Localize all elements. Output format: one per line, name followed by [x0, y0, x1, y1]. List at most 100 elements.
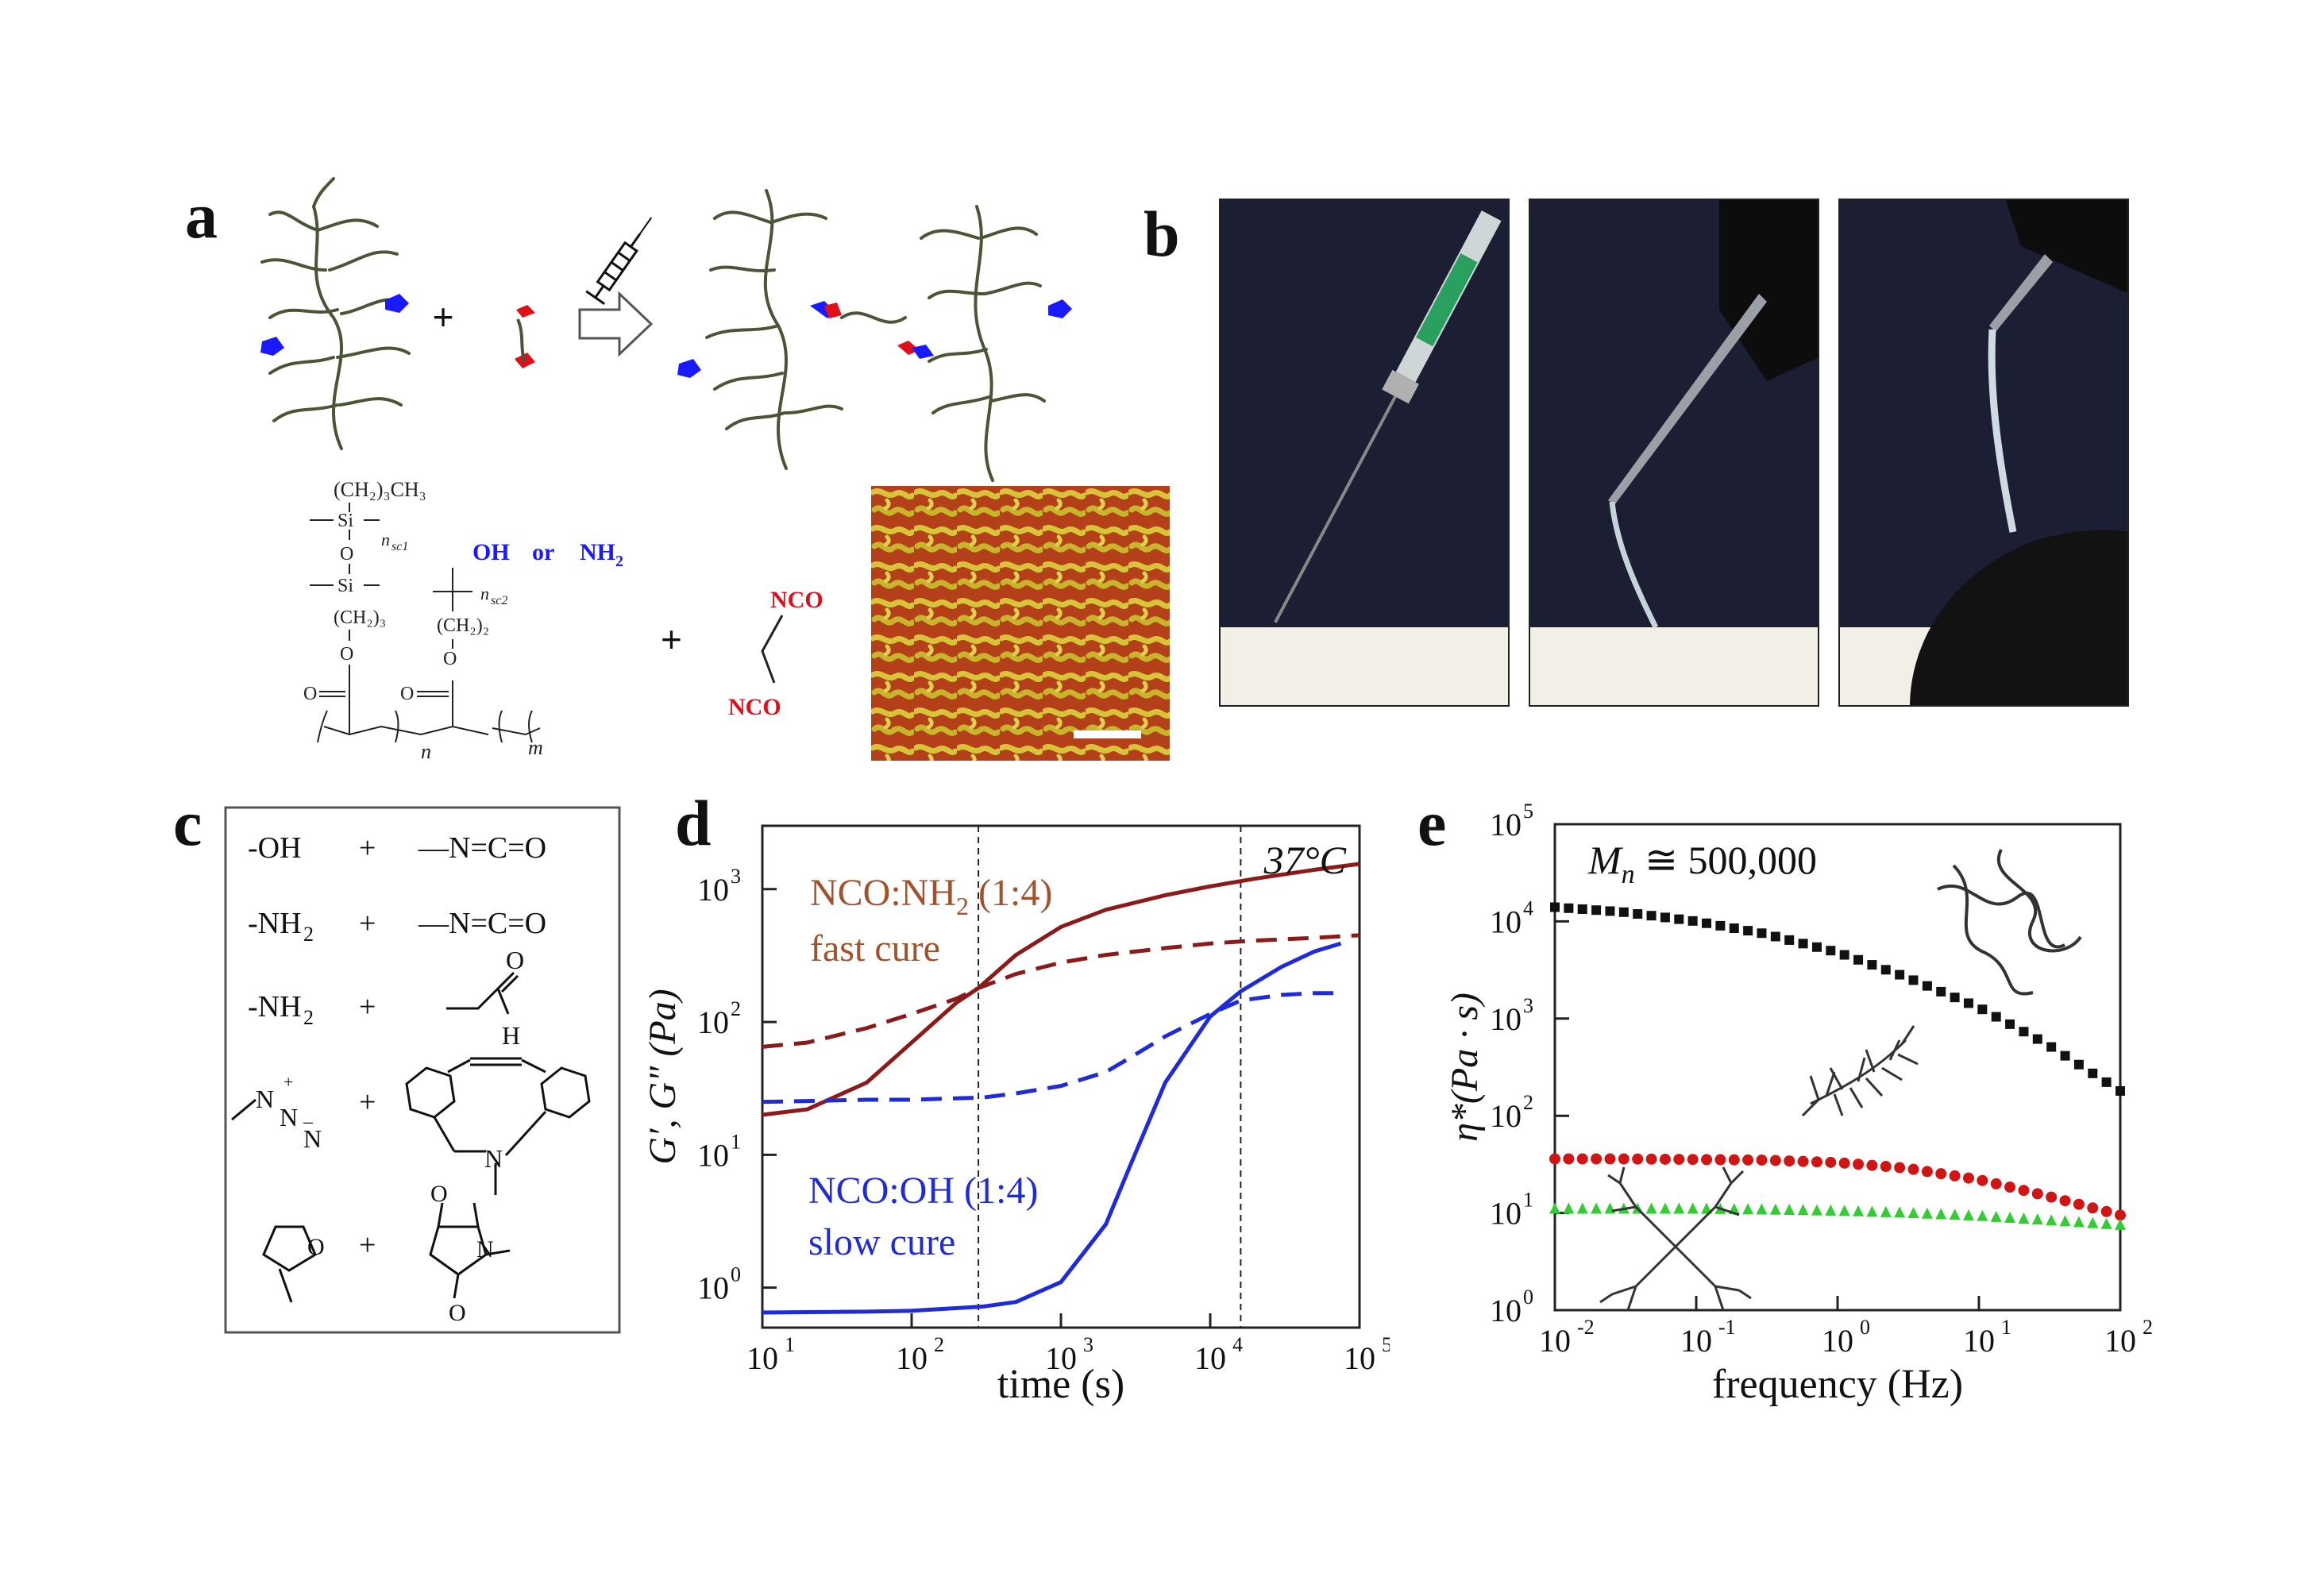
panel-letter-e: e [1417, 787, 1447, 859]
e-point [1798, 939, 1808, 949]
d-ytick-exp: 1 [731, 1130, 741, 1153]
e-point [2004, 1211, 2016, 1223]
e-point [1673, 1154, 1685, 1166]
e-point [2116, 1085, 2125, 1096]
e-point [1770, 931, 1780, 942]
e-point [1853, 954, 1864, 965]
polymer-chain-right-a [763, 189, 788, 470]
d-series-0 [762, 862, 1360, 1117]
e-point [2031, 1213, 2043, 1225]
svg-text:m: m [528, 736, 543, 759]
e-point [1784, 1155, 1795, 1167]
e-point [1646, 911, 1657, 921]
reaction-table: -OH + —N=C=O -NH 2 + —N=C=O -NH 2 + O H … [224, 806, 621, 1334]
e-point [1895, 970, 1905, 980]
polymer-chain-right-b [974, 205, 994, 482]
e-point [1962, 1172, 1974, 1184]
e-point [1756, 1154, 1768, 1166]
e-point [2005, 1019, 2015, 1029]
svg-text:sc2: sc2 [491, 594, 507, 607]
e-point [2046, 1191, 2058, 1203]
e-point [1550, 902, 1560, 912]
svg-text:O: O [506, 946, 524, 974]
e-point [1784, 1204, 1795, 1216]
svg-text:2: 2 [303, 923, 314, 946]
e-point [1687, 916, 1698, 926]
diisocyanate-structure: NCO NCO [728, 587, 823, 720]
d-ytick-exp: 2 [731, 997, 741, 1020]
d-ytick-label: 10 [697, 1270, 729, 1306]
e-point [1977, 1004, 1988, 1015]
svg-text:OH: OH [472, 539, 510, 565]
e-point [1963, 998, 1973, 1008]
e-xtick-exp: 0 [1860, 1316, 1870, 1339]
plus-sign-a-top: + [433, 296, 454, 337]
e-point [1576, 1153, 1588, 1165]
e-xtick-label: 10 [2104, 1323, 2136, 1359]
e-point [1645, 1202, 1657, 1214]
svg-text:Si: Si [337, 511, 353, 531]
e-point [1660, 912, 1670, 923]
e-point [1907, 1207, 1919, 1219]
e-point [1659, 1153, 1671, 1165]
e-point [1907, 1163, 1919, 1175]
e-series-branched [1549, 1202, 2126, 1230]
svg-text:2: 2 [303, 1006, 314, 1029]
e-point [1991, 1012, 2001, 1022]
e-point [1908, 975, 1919, 985]
svg-text:+: + [359, 907, 376, 940]
crosslinker-icon [516, 318, 526, 363]
e-point [1825, 1204, 1837, 1216]
svg-text:NCO: NCO [770, 587, 823, 613]
e-point [1659, 1202, 1671, 1214]
e-point [1894, 1206, 1906, 1218]
e-point [2059, 1215, 2071, 1227]
e-point [1687, 1202, 1699, 1214]
e-series-linear [1550, 902, 2125, 1096]
e-point [2018, 1212, 2030, 1224]
svg-text:NH: NH [580, 539, 615, 565]
e-xtick-exp: -1 [1718, 1316, 1736, 1339]
fast-cure-label: NCO:NH2 (1:4) [810, 872, 1052, 920]
e-point [1742, 1154, 1754, 1166]
e-xtick-label: 10 [1539, 1323, 1571, 1359]
e-point [1687, 1154, 1699, 1166]
e-point [1921, 1207, 1933, 1219]
chart-d-rheology-time: 10 1 10 2 10 3 10 4 10 510 010 110 210 3 37°C NCO:NH2… [642, 824, 1390, 1407]
d-ytick-label: 10 [697, 1137, 729, 1173]
e-point [2101, 1077, 2112, 1087]
d-series-2 [762, 941, 1342, 1315]
e-point [2019, 1027, 2029, 1037]
mn-label: Mn ≅ 500,000 [1587, 838, 1817, 889]
e-point [1922, 981, 1932, 991]
svg-text:+: + [359, 990, 376, 1024]
d-xtick-exp: 4 [1232, 1333, 1243, 1356]
e-xtick-exp: -2 [1577, 1316, 1595, 1339]
e-point [2100, 1217, 2112, 1229]
plot-frame-e [1553, 823, 2122, 1312]
e-point [2100, 1205, 2112, 1217]
e-ytick-label: 10 [1490, 1293, 1522, 1328]
e-point [1757, 928, 1767, 939]
e-point [2060, 1051, 2070, 1061]
svg-text:O: O [303, 684, 317, 704]
linear-polymer-icon [1937, 849, 2082, 996]
e-ytick-label: 10 [1490, 904, 1522, 939]
e-ytick-label: 10 [1490, 1098, 1522, 1134]
d-xlabel: time (s) [997, 1362, 1124, 1407]
e-point [1880, 965, 1891, 975]
e-point [1591, 1153, 1603, 1165]
svg-text:+: + [359, 1228, 376, 1262]
d-ytick-label: 10 [697, 872, 729, 908]
e-point [2088, 1068, 2098, 1078]
e-point [1866, 1159, 1878, 1171]
svg-text:O: O [307, 1234, 325, 1260]
d-xtick-label: 10 [746, 1340, 778, 1376]
e-point [1797, 1204, 1809, 1216]
svg-text:—N=C=O: —N=C=O [418, 907, 546, 940]
e-point [1743, 926, 1753, 936]
photo-tweezers-stretch [1529, 199, 1819, 707]
e-ytick-label: 10 [1490, 807, 1522, 842]
e-point [1811, 1156, 1822, 1168]
e-point [2046, 1042, 2057, 1052]
